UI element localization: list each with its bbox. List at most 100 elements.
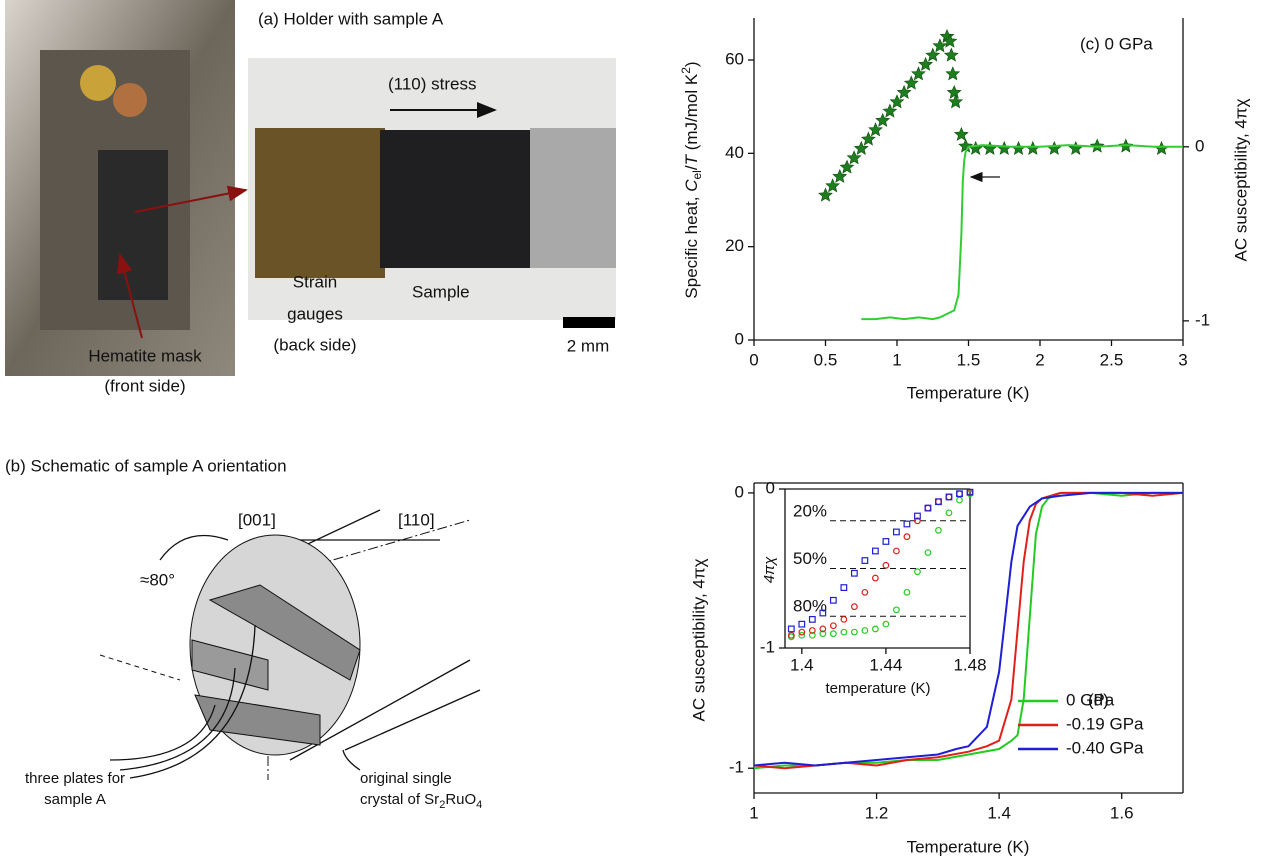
circle-point [914, 568, 921, 576]
level-label: 50% [793, 549, 827, 568]
y-tick-label: 40 [725, 143, 744, 162]
text-part: C [682, 179, 701, 192]
star-point [945, 66, 961, 81]
square-point [798, 620, 806, 628]
mask [98, 150, 168, 300]
star-point [948, 94, 964, 109]
square-point [861, 557, 869, 564]
square-point [956, 490, 963, 498]
circle-point [871, 625, 879, 633]
star-point [1046, 140, 1062, 155]
text-part: crystal of Sr [360, 791, 439, 808]
square-point [787, 625, 795, 633]
square-point [882, 538, 890, 545]
x-tick-label: 1.5 [957, 350, 981, 369]
star-point [1154, 140, 1169, 155]
pointer [116, 253, 143, 339]
legend-label: -0.19 GPa [1066, 714, 1144, 733]
x-tick-label: 2.5 [1100, 350, 1124, 369]
star-point [1025, 140, 1041, 155]
square-point [808, 615, 816, 623]
star-point [882, 103, 898, 118]
circle-point [798, 631, 806, 639]
star-point [889, 94, 905, 109]
circle-point [924, 549, 932, 556]
star-point [968, 140, 984, 155]
star-point [825, 178, 841, 193]
x-tick-label: 1 [892, 350, 901, 369]
circle-point [850, 603, 858, 611]
gauge [255, 128, 385, 278]
star-point [1089, 138, 1105, 153]
square-point [966, 488, 974, 496]
circle-point [829, 622, 837, 630]
inset-background [785, 489, 970, 648]
square-point [893, 528, 900, 536]
circle-point [840, 628, 848, 636]
star-point [868, 122, 883, 137]
panel-b: (b) Schematic of sample A orientation [0… [5, 456, 482, 810]
screw [113, 83, 147, 117]
star-point [875, 112, 891, 127]
star-point [925, 47, 941, 62]
square-point [819, 609, 827, 617]
y-tick-label: 0 [735, 329, 744, 348]
square-point [829, 596, 837, 604]
y-tick-label: -1 [760, 637, 775, 656]
y-tick-label: -1 [729, 758, 744, 777]
y-tick-label: 0 [766, 478, 775, 497]
circle-point [808, 627, 816, 634]
x-tick-label: 0.5 [814, 350, 838, 369]
y-tick-label: 0 [735, 482, 744, 501]
circle-point [914, 517, 921, 525]
circle-point [850, 628, 858, 636]
circle-point [903, 588, 911, 596]
star-point [903, 75, 919, 90]
y-tick-label: 20 [725, 236, 744, 255]
inset-x-title: temperature (K) [825, 680, 930, 697]
level-label: 20% [793, 501, 827, 520]
label: three plates for [25, 770, 125, 787]
text-part: ) [682, 61, 701, 67]
star-point [996, 140, 1012, 155]
subscript: 4 [476, 799, 482, 811]
square-point [850, 569, 858, 577]
x-tick-label: 2 [1035, 350, 1044, 369]
x-tick-label: 0 [749, 350, 758, 369]
text-part: RuO [445, 791, 476, 808]
y-axis-title: Specific heat, Cel/T (mJ/mol K2) [679, 61, 704, 298]
label: Hematite mask [88, 346, 202, 365]
guide [99, 654, 181, 681]
scale-bar [563, 317, 615, 328]
star-point [839, 159, 855, 174]
circle-point [882, 620, 890, 628]
text-part: / [682, 165, 701, 170]
text-part: T [682, 153, 701, 165]
square-point [914, 512, 921, 520]
label: sample A [44, 791, 106, 808]
text-part: (mJ/mol K [682, 73, 701, 155]
circle-point [861, 588, 869, 596]
circle-point [893, 547, 900, 555]
series-line [861, 144, 1183, 321]
chart-title: (c) 0 GPa [1080, 34, 1153, 53]
star-point [946, 84, 962, 99]
circle-point [945, 509, 953, 517]
label: crystal of Sr2RuO4 [360, 791, 482, 811]
x-tick-label: 1.48 [953, 655, 986, 674]
x-tick-label: 1.4 [987, 803, 1011, 822]
label: [110] [398, 510, 435, 529]
circle-point [861, 627, 869, 634]
label: gauges [287, 304, 343, 323]
y-axis-title: AC susceptibility, 4πχ [689, 558, 708, 721]
star-point [1011, 140, 1026, 155]
star-point [853, 140, 869, 155]
angle-arc [159, 534, 229, 561]
circle-point [787, 631, 795, 639]
x-axis-title: Temperature (K) [907, 383, 1030, 402]
star-point [1068, 140, 1084, 155]
legend-label: -0.40 GPa [1066, 738, 1144, 757]
y-tick-label: 60 [725, 49, 744, 68]
label: [001] [238, 510, 276, 529]
